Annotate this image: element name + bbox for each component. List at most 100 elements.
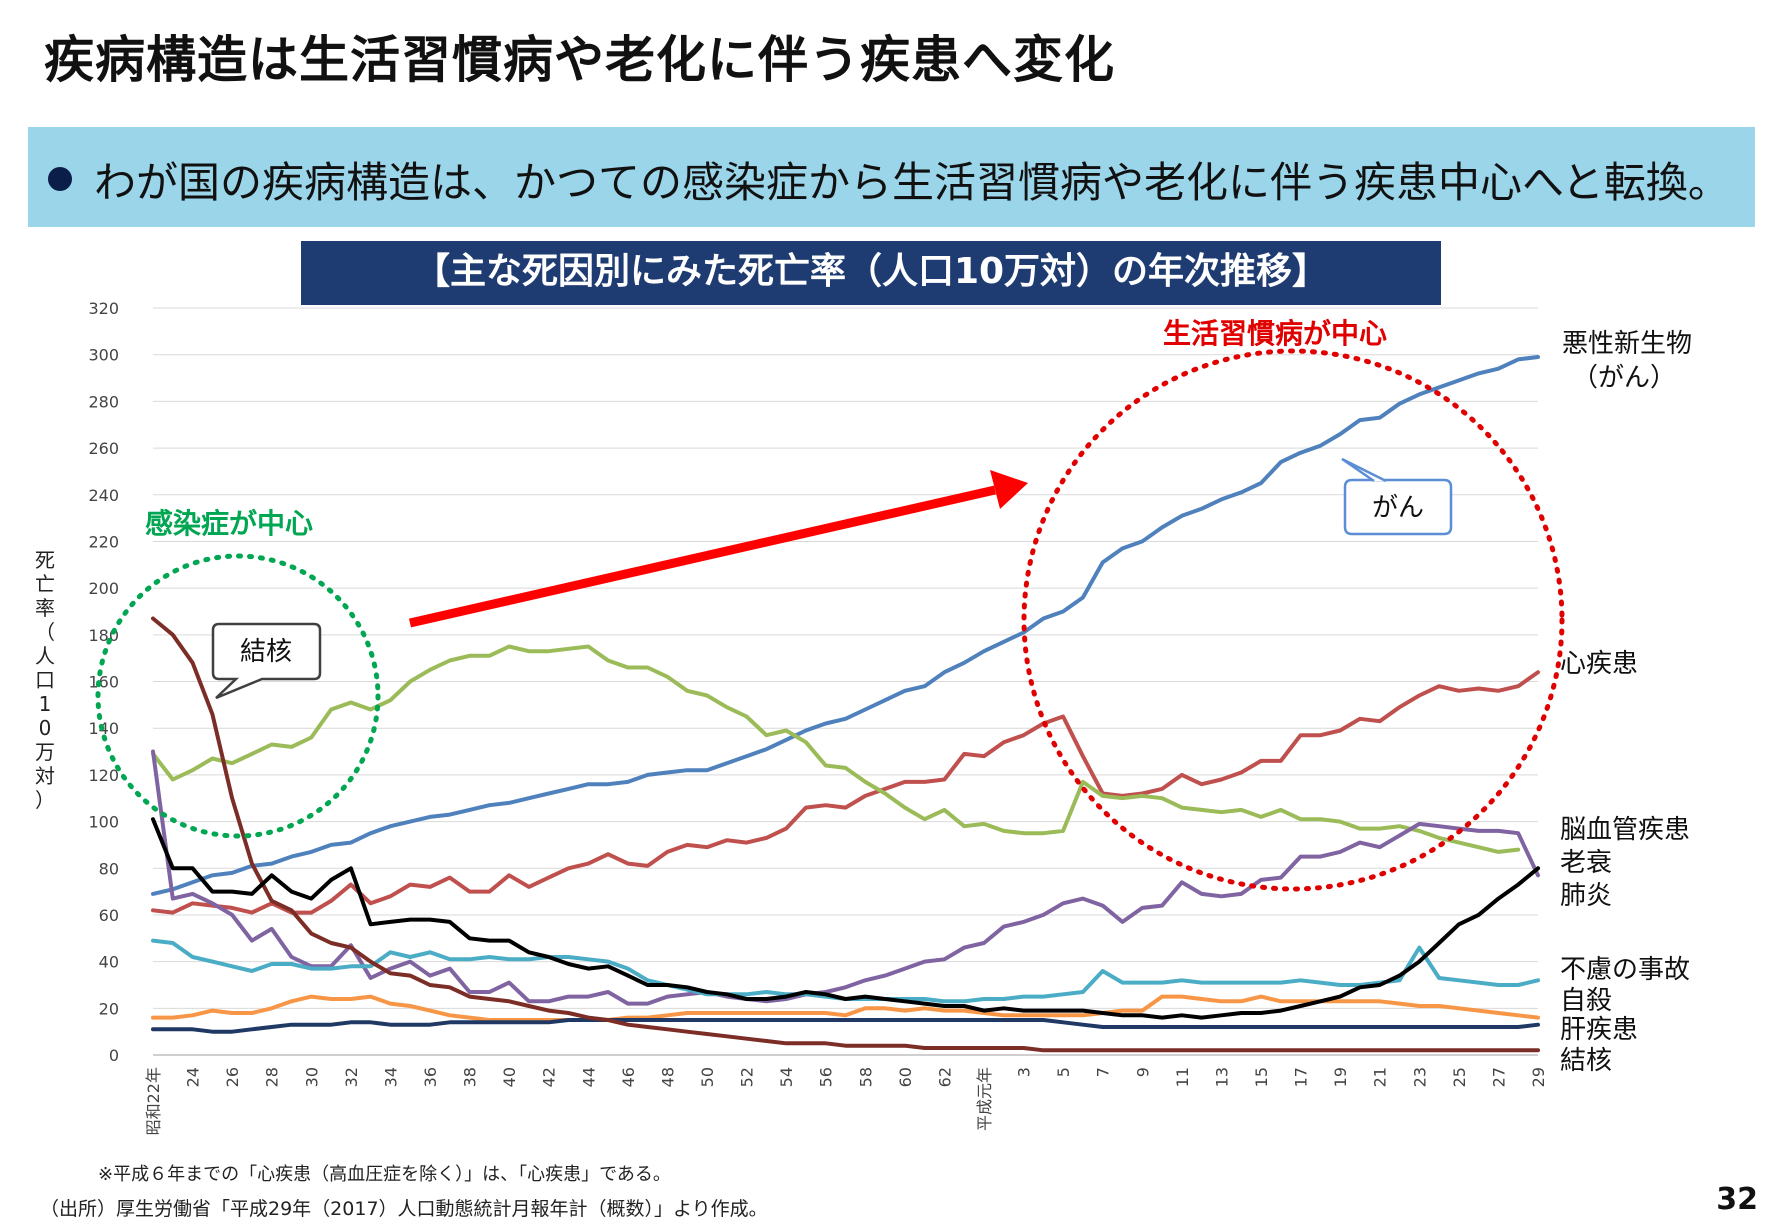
x-tick-label: 9 [1133,1067,1152,1077]
x-tick-label: 15 [1252,1067,1271,1087]
series-line [151,938,1540,1004]
y-tick-label: 320 [88,299,119,318]
series-line [151,355,1540,896]
x-tick-label: 52 [738,1067,757,1087]
tb-callout-bubble [211,622,322,700]
y-axis-title-char: 0 [39,716,52,740]
y-axis-title-char: 死 [35,548,55,572]
x-tick-label: 3 [1015,1067,1034,1077]
series-line [151,670,1540,915]
series-line [151,616,1540,1053]
y-axis-title-char: （ [35,620,55,644]
x-tick-label: 28 [263,1067,282,1087]
x-tick-label: 17 [1292,1067,1311,1087]
y-tick-label: 300 [88,346,119,365]
series-label: 結核 [1560,1046,1612,1076]
series-line [151,749,1540,1006]
y-tick-label: 100 [88,813,119,832]
x-tick-label: 26 [223,1067,242,1087]
series-label: 脳血管疾患 [1560,815,1690,845]
y-tick-label: 0 [109,1046,119,1065]
x-tick-label: 42 [540,1067,559,1087]
x-tick-label: 62 [935,1067,954,1087]
y-tick-label: 260 [88,439,119,458]
y-axis-title-char: 亡 [35,572,55,596]
y-tick-label: 120 [88,766,119,785]
series-line [151,1018,1540,1034]
y-tick-label: 40 [99,953,119,972]
lifestyle-circle [1021,348,1565,892]
series-line [151,644,1521,854]
lifestyle-label: 生活習慣病が中心 [1163,317,1387,350]
slide-title: 疾病構造は生活習慣病や老化に伴う疾患へ変化 [44,31,1115,89]
y-axis-title-char: ） [35,788,55,812]
x-tick-label: 7 [1094,1067,1113,1077]
bullet-dot-icon [48,167,72,191]
y-tick-label: 160 [88,673,119,692]
cancer-callout-tail [1341,457,1387,483]
series-line [151,817,1540,1020]
x-tick-label: 13 [1212,1067,1231,1087]
y-axis-title-char: 率 [35,596,55,620]
series-label: 肺炎 [1560,881,1612,911]
x-tick-label: 36 [421,1067,440,1087]
y-tick-label: 240 [88,486,119,505]
y-tick-label: 280 [88,392,119,411]
x-tick-label: 58 [856,1067,875,1087]
x-tick-label: 平成元年 [975,1067,994,1131]
x-tick-label: 30 [302,1067,321,1087]
y-tick-label: 220 [88,532,119,551]
mortality-line-chart: 0204060801001201401601802002202402602803… [35,299,1692,1135]
x-tick-label: 40 [500,1067,519,1087]
x-tick-label: 38 [461,1067,480,1087]
series-label: 不慮の事故 [1560,955,1690,985]
x-tick-label: 56 [817,1067,836,1087]
x-tick-label: 27 [1489,1067,1508,1087]
series-label-cancer: 悪性新生物 [1562,329,1692,359]
y-tick-label: 80 [99,859,119,878]
series-label: 老衰 [1560,848,1612,878]
x-tick-label: 23 [1410,1067,1429,1087]
x-tick-label: 32 [342,1067,361,1087]
x-tick-label: 29 [1529,1067,1548,1087]
x-tick-label: 5 [1054,1067,1073,1077]
x-tick-label: 46 [619,1067,638,1087]
chart-title: 【主な死因別にみた死亡率（人口10万対）の年次推移】 [301,241,1441,305]
cancer-callout-bubble [1343,478,1453,536]
x-tick-label: 60 [896,1067,915,1087]
trend-arrow-head [990,470,1028,509]
infection-circle [95,553,381,839]
y-tick-label: 200 [88,579,119,598]
x-tick-label: 21 [1371,1067,1390,1087]
y-tick-label: 20 [99,999,119,1018]
y-axis-title-char: 1 [39,692,52,716]
x-tick-label: 昭和22年 [144,1067,163,1135]
series-label: 肝疾患 [1560,1015,1638,1045]
footnote: ※平成６年までの「心疾患（高血圧症を除く）」は、「心疾患」である。 [98,1164,671,1185]
x-tick-label: 48 [658,1067,677,1087]
y-axis-title-char: 人 [35,644,55,668]
series-line [151,994,1540,1022]
bullet-banner: わが国の疾病構造は、かつての感染症から生活習慣病や老化に伴う疾患中心へと転換。 [28,127,1755,227]
infection-label: 感染症が中心 [145,507,313,540]
trend-arrow-shaft [409,485,996,628]
tb-callout-text: 結核 [240,637,292,667]
x-tick-label: 44 [579,1067,598,1087]
x-tick-label: 11 [1173,1067,1192,1087]
page-number: 32 [1716,1182,1758,1217]
bullet-text: わが国の疾病構造は、かつての感染症から生活習慣病や老化に伴う疾患中心へと転換。 [94,158,1730,207]
x-tick-label: 34 [381,1067,400,1087]
series-label: 自殺 [1560,986,1612,1016]
x-tick-label: 24 [184,1067,203,1087]
y-axis-title-char: 口 [35,668,55,692]
series-label-cancer-sub: （がん） [1572,363,1676,393]
x-tick-label: 50 [698,1067,717,1087]
y-axis-title-char: 万 [35,740,55,764]
series-label: 心疾患 [1560,649,1638,679]
source-note: （出所）厚生労働省「平成29年（2017）人口動態統計月報年計（概数）」より作成… [40,1198,768,1220]
cancer-callout-text: がん [1372,493,1424,523]
x-tick-label: 19 [1331,1067,1350,1087]
y-tick-label: 60 [99,906,119,925]
x-tick-label: 25 [1450,1067,1469,1087]
x-tick-label: 54 [777,1067,796,1087]
